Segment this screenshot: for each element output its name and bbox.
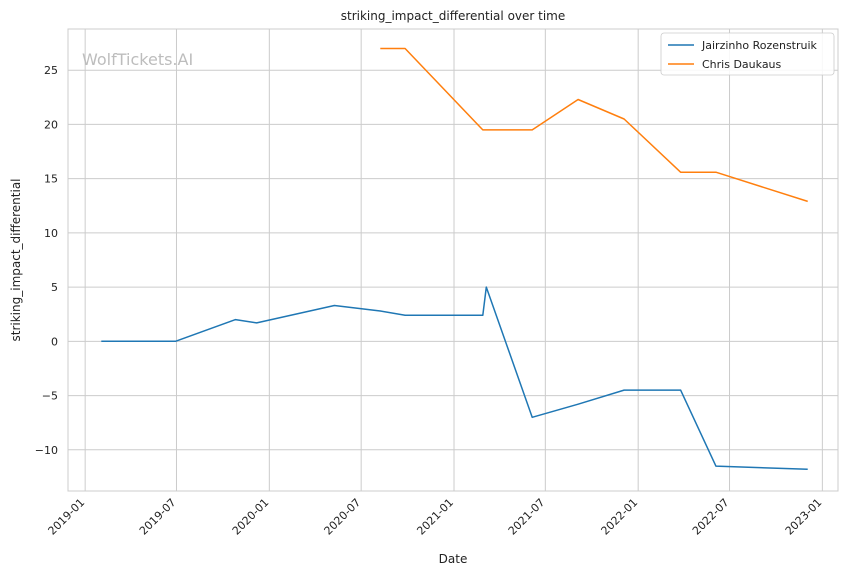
data-point [531, 129, 533, 131]
data-point [379, 48, 381, 50]
data-point [807, 200, 809, 202]
data-point [379, 310, 381, 312]
x-axis-label: Date [439, 552, 468, 566]
data-point [577, 403, 579, 405]
legend-box [660, 32, 835, 76]
data-point [680, 171, 682, 173]
y-tick-label: −10 [35, 444, 58, 457]
axes-frame [67, 28, 839, 492]
chart-title: striking_impact_differential over time [341, 9, 566, 23]
y-tick-label: 5 [51, 281, 58, 294]
data-point [482, 129, 484, 131]
data-point [531, 416, 533, 418]
plot-area [67, 28, 839, 492]
data-point [235, 319, 237, 321]
data-point [680, 389, 682, 391]
data-point [100, 340, 102, 342]
y-tick-label: 20 [44, 118, 58, 131]
data-point [715, 171, 717, 173]
series-line-chris-daukaus [380, 47, 808, 203]
data-point [715, 465, 717, 467]
legend-label-jairzinho: Jairzinho Rozenstruik [701, 39, 818, 52]
data-point [256, 322, 258, 324]
data-point [807, 468, 809, 470]
data-point [333, 305, 335, 307]
y-tick-label: 0 [51, 335, 58, 348]
data-point [404, 48, 406, 50]
data-point [482, 314, 484, 316]
y-axis-label: striking_impact_differential [9, 178, 23, 341]
data-point [623, 389, 625, 391]
data-point [577, 98, 579, 100]
y-tick-label: −5 [42, 390, 58, 403]
legend: Jairzinho Rozenstruik Chris Daukaus [660, 32, 835, 76]
data-point [485, 286, 487, 288]
data-point [174, 340, 176, 342]
series-line-jairzinho-rozenstruik [101, 286, 808, 471]
data-point [623, 118, 625, 120]
data-point [404, 314, 406, 316]
y-tick-label: 15 [44, 173, 58, 186]
legend-label-chris: Chris Daukaus [702, 58, 782, 71]
y-tick-label: 25 [44, 64, 58, 77]
y-tick-label: 10 [44, 227, 58, 240]
watermark-text: WolfTickets.AI [82, 50, 193, 69]
